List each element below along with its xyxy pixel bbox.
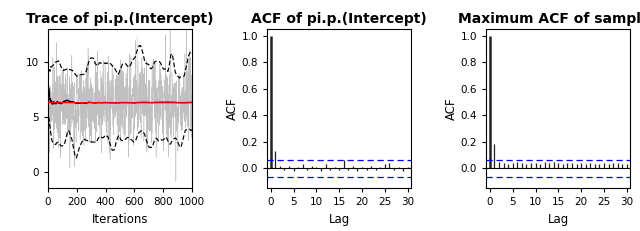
Title: Trace of pi.p.(Intercept): Trace of pi.p.(Intercept) (26, 12, 214, 26)
X-axis label: Iterations: Iterations (92, 213, 148, 226)
X-axis label: Lag: Lag (548, 213, 569, 226)
Title: ACF of pi.p.(Intercept): ACF of pi.p.(Intercept) (252, 12, 427, 26)
X-axis label: Lag: Lag (328, 213, 350, 226)
Title: Maximum ACF of samples: Maximum ACF of samples (458, 12, 640, 26)
Y-axis label: ACF: ACF (445, 97, 458, 120)
Y-axis label: ACF: ACF (226, 97, 239, 120)
